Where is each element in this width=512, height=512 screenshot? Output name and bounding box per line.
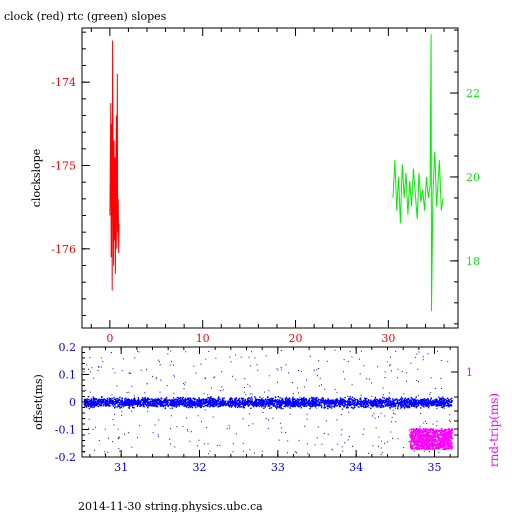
bottom-x-tick-label: 32 <box>193 461 207 474</box>
series-rtc-line <box>392 34 444 312</box>
series-rnd-trip-points <box>409 428 454 451</box>
top-ticks: 0 10 20 30 -176 -175 -174 18 20 22 <box>51 28 480 345</box>
top-x-tick-label: 0 <box>106 332 113 345</box>
bottom-x-tick-label: 31 <box>114 461 128 474</box>
series-clock-line <box>109 40 120 291</box>
bottom-x-tick-label: 35 <box>428 461 442 474</box>
top-panel: 0 10 20 30 -176 -175 -174 18 20 22 clockslope <box>30 27 480 345</box>
top-y2-tick-label: 20 <box>466 171 480 184</box>
top-series <box>109 34 444 312</box>
bottom-y2-tick-label: 1 <box>466 366 473 379</box>
top-y-tick-label: -174 <box>51 76 76 89</box>
top-y2-tick-label: 18 <box>466 255 480 268</box>
bottom-y-tick-label: -0.1 <box>55 424 76 437</box>
bottom-x-tick-label: 33 <box>271 461 285 474</box>
bottom-y-tick-label: 0 <box>69 396 76 409</box>
top-y-axis-label: clockslope <box>30 149 43 207</box>
top-y-tick-label: -176 <box>51 243 76 256</box>
bottom-x-tick-label: 34 <box>349 461 363 474</box>
bottom-y-tick-label: 0.1 <box>59 369 77 382</box>
footer-caption: 2014-11-30 string.physics.ubc.ca <box>78 500 263 512</box>
top-x-tick-label: 10 <box>196 332 210 345</box>
top-y2-tick-label: 22 <box>466 87 480 100</box>
bottom-y-tick-label: -0.2 <box>55 451 76 464</box>
series-offset-points <box>83 349 453 455</box>
offset-band <box>83 396 453 410</box>
top-y-tick-label: -175 <box>51 160 76 173</box>
bottom-y-axis-label: offset(ms) <box>32 374 45 430</box>
bottom-series <box>83 349 454 455</box>
top-plot-frame <box>81 27 459 329</box>
bottom-y2-axis-label: rnd-trip(ms) <box>487 393 501 467</box>
chart-title: clock (red) rtc (green) slopes <box>4 10 167 23</box>
top-x-tick-label: 30 <box>381 332 395 345</box>
bottom-y-tick-label: 0.2 <box>59 341 77 354</box>
bottom-panel: 31 32 33 34 35 -0.2 -0.1 0 0.1 0.2 1 offset(ms) rn… <box>32 341 501 474</box>
bottom-ticks: 31 32 33 34 35 -0.2 -0.1 0 0.1 0.2 1 <box>55 341 473 474</box>
top-x-tick-label: 20 <box>289 332 303 345</box>
